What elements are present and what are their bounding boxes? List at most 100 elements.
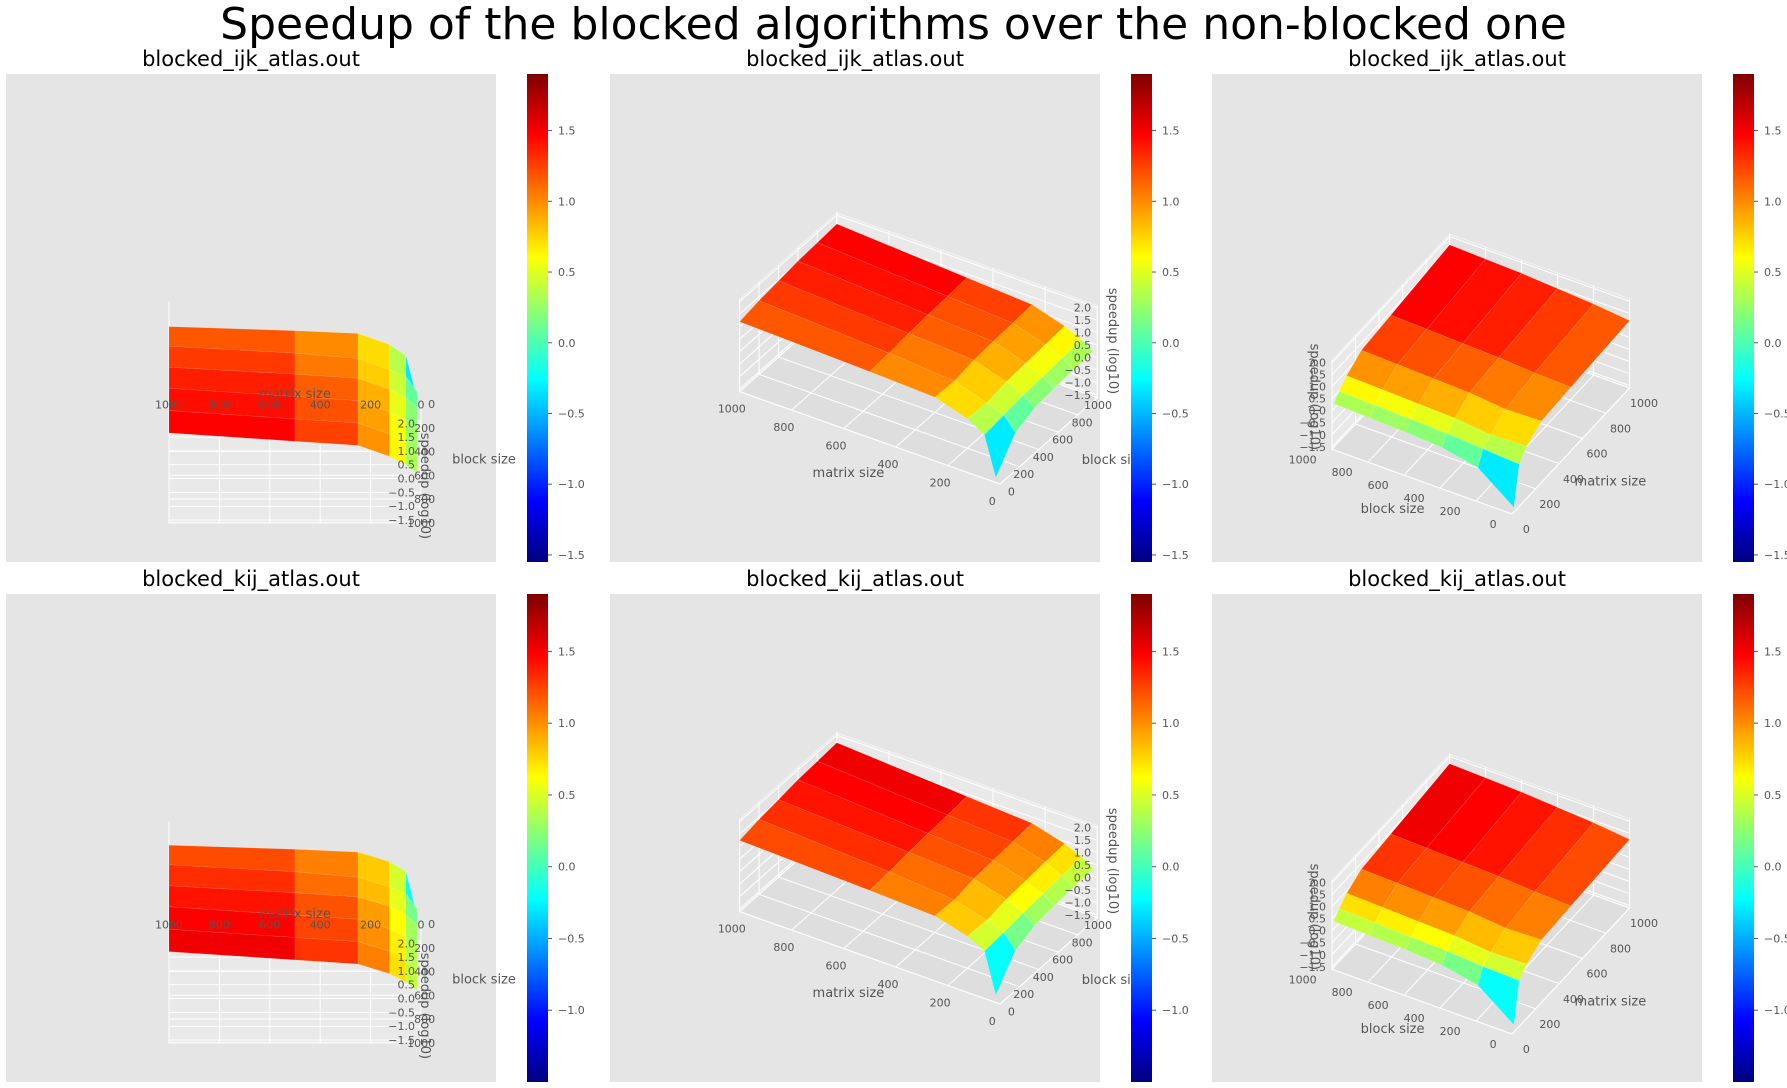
x-tick-label: 1000 [1630, 397, 1658, 410]
z-tick-label: 2.0 [1309, 877, 1327, 890]
colorbar-tick-label: −1.0 [1162, 478, 1189, 491]
z-tick-label: 0.5 [1309, 393, 1327, 406]
surface-facet [294, 418, 359, 446]
subplot-title: blocked_ijk_atlas.out [1348, 47, 1566, 72]
x-tick-label: 400 [1563, 473, 1584, 486]
z-axis-label: speedup (log10) [1105, 808, 1120, 914]
grid-line [739, 819, 1001, 1005]
z-tick-label: −1.5 [388, 514, 415, 527]
y-tick-label: 400 [1404, 1012, 1425, 1025]
colorbar-tick-label: 1.5 [558, 645, 576, 658]
y-tick-label: 800 [1332, 986, 1353, 999]
y-tick-label: 600 [414, 989, 435, 1002]
z-tick-label: 0.0 [1074, 352, 1092, 365]
z-tick-label: 1.5 [1074, 834, 1092, 847]
z-tick-label: −1.5 [388, 1034, 415, 1047]
subplot-title: blocked_ijk_atlas.out [746, 47, 964, 72]
surface-facet [294, 937, 359, 965]
colorbar [1131, 74, 1152, 562]
x-tick-label: 1000 [155, 918, 183, 931]
z-tick-label: 1.0 [398, 965, 416, 978]
z-tick-label: 2.0 [398, 937, 416, 950]
colorbar-tick-label: 0.5 [558, 789, 576, 802]
y-axis-label: block size [1082, 973, 1146, 988]
colorbar [527, 594, 548, 1082]
colorbar-tick-label: −1.5 [558, 549, 585, 562]
z-tick-label: 1.5 [1309, 889, 1327, 902]
z-axis-label: speedup (log10) [417, 433, 432, 539]
z-tick-label: 0.0 [1074, 872, 1092, 885]
x-tick-label: 0 [989, 1015, 996, 1028]
colorbar-tick-label: −1.5 [1764, 549, 1787, 562]
z-tick-label: −1.5 [1299, 441, 1326, 454]
z-tick-label: 0.5 [1074, 859, 1092, 872]
x-tick-label: 800 [1610, 422, 1631, 435]
grid-line [739, 299, 1001, 485]
x-tick-label: 200 [360, 918, 381, 931]
y-tick-label: 0 [428, 398, 435, 411]
colorbar-tick-label: −1.0 [1764, 1004, 1787, 1017]
y-tick-label: 800 [414, 1013, 435, 1026]
y-tick-label: 200 [414, 422, 435, 435]
x-axis-label: matrix size [813, 466, 885, 481]
z-axis-label: speedup (log10) [1105, 288, 1120, 394]
colorbar-tick-label: −0.5 [558, 932, 585, 945]
y-tick-label: 0 [428, 918, 435, 931]
colorbar-tick-label: 0.0 [558, 861, 576, 874]
x-axis-label: matrix size [259, 387, 331, 402]
y-tick-label: 0 [1490, 518, 1497, 531]
colorbar-tick-label: 0.5 [1162, 266, 1180, 279]
y-tick-label: 600 [1368, 999, 1389, 1012]
z-tick-label: 0.0 [1309, 925, 1327, 938]
z-tick-label: 2.0 [1074, 822, 1092, 835]
z-tick-label: 1.0 [1074, 327, 1092, 340]
colorbar-tick-label: 0.0 [1162, 337, 1180, 350]
y-tick-label: 400 [414, 446, 435, 459]
z-tick-label: −1.0 [1064, 377, 1091, 390]
surface-facet [405, 959, 418, 991]
y-tick-label: 400 [1033, 451, 1054, 464]
z-tick-label: −1.5 [1064, 909, 1091, 922]
grid-line [739, 214, 1098, 309]
colorbar-tick-label: 0.5 [1764, 266, 1782, 279]
colorbar-tick-label: 1.5 [1764, 645, 1782, 658]
z-tick-label: 2.0 [1309, 357, 1327, 370]
x-tick-label: 400 [310, 918, 331, 931]
x-tick-label: 600 [825, 439, 846, 452]
y-tick-label: 600 [1052, 954, 1073, 967]
z-tick-label: 0.0 [1309, 405, 1327, 418]
y-tick-label: 800 [1072, 416, 1093, 429]
y-tick-label: 1000 [407, 517, 435, 530]
colorbar-tick-label: 0.0 [1162, 861, 1180, 874]
x-tick-label: 800 [209, 918, 230, 931]
y-axis-label: block size [452, 452, 516, 467]
x-tick-label: 0 [1523, 523, 1530, 536]
colorbar-tick-label: −1.0 [1764, 478, 1787, 491]
grid-line [1331, 755, 1630, 883]
x-tick-label: 800 [773, 941, 794, 954]
x-tick-label: 200 [360, 398, 381, 411]
z-tick-label: −1.0 [388, 500, 415, 513]
y-axis-label: block size [1361, 1022, 1425, 1037]
colorbar-tick-label: 1.0 [1162, 717, 1180, 730]
colorbar-tick-label: 0.0 [1764, 337, 1782, 350]
colorbar-tick-label: 1.0 [558, 717, 576, 730]
z-tick-label: 0.5 [398, 459, 416, 472]
x-tick-label: 800 [209, 398, 230, 411]
subplot-2: blocked_ijk_atlas.out 1000 800 600 400 200 0 10… [610, 47, 1189, 562]
colorbar-tick-label: −1.0 [558, 478, 585, 491]
subplot-6: blocked_kij_atlas.out1000800600400200010… [1212, 567, 1787, 1082]
x-tick-label: 0 [418, 398, 425, 411]
colorbar-tick-label: 1.5 [1162, 645, 1180, 658]
y-tick-label: 200 [1013, 468, 1034, 481]
y-tick-label: 600 [1052, 434, 1073, 447]
z-tick-label: −0.5 [1299, 937, 1326, 950]
z-tick-label: 0.0 [398, 473, 416, 486]
z-tick-label: −1.5 [1064, 389, 1091, 402]
grid-line [168, 921, 421, 1041]
x-tick-label: 400 [310, 398, 331, 411]
y-tick-label: 600 [414, 469, 435, 482]
surface-facet [984, 932, 1016, 996]
y-tick-label: 0 [1490, 1038, 1497, 1051]
